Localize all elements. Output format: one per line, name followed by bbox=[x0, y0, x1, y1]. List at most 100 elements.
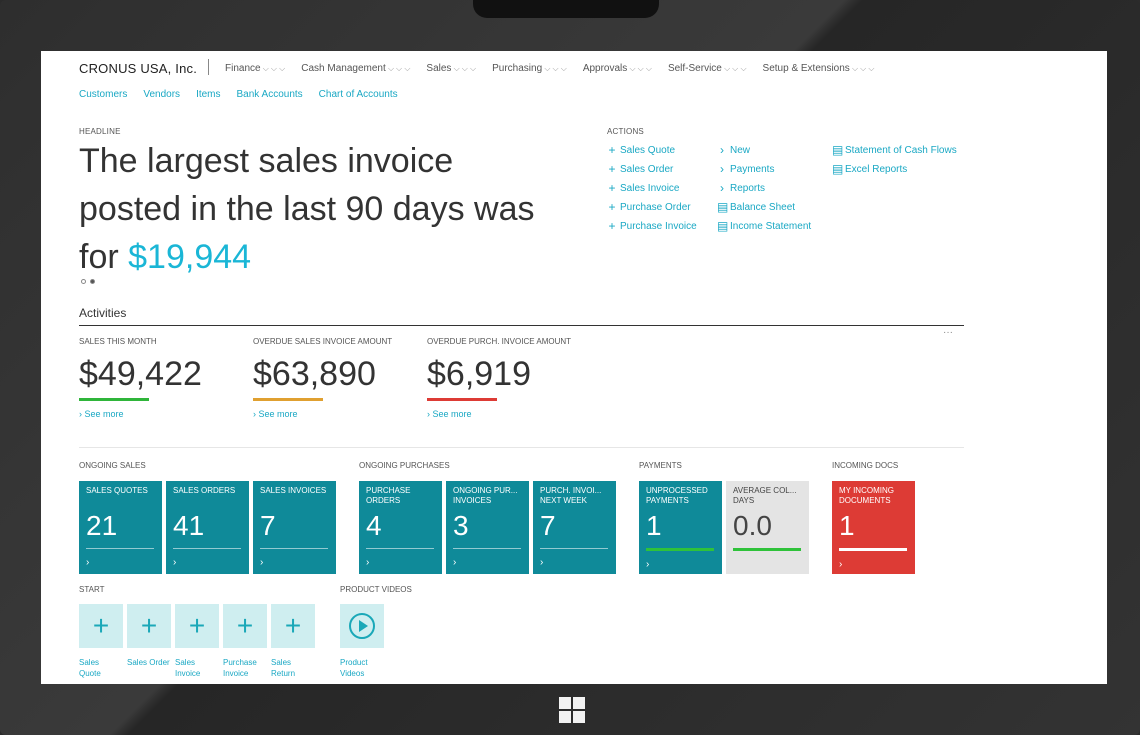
group-label-ongoing-purchases: ONGOING PURCHASES bbox=[359, 461, 450, 470]
see-more-label: See more bbox=[84, 409, 124, 419]
activities-divider bbox=[79, 325, 964, 326]
tile-my-incoming-documents[interactable]: MY INCOMING DOCUMENTS 1 › bbox=[832, 481, 915, 574]
plus-icon: + bbox=[608, 219, 616, 233]
kpi-status-bar bbox=[79, 398, 149, 401]
pager-dot-active[interactable] bbox=[90, 279, 95, 284]
action-sales-quote[interactable]: + Sales Quote bbox=[607, 144, 697, 156]
kpi-value[interactable]: $63,890 bbox=[253, 355, 376, 393]
plus-icon: + bbox=[140, 610, 158, 641]
plus-icon: + bbox=[92, 610, 110, 641]
start-caption[interactable]: Sales Order bbox=[127, 658, 170, 667]
chevron-right-icon: › bbox=[839, 559, 843, 570]
menu-approvals[interactable]: Approvals ⌵ bbox=[583, 63, 652, 74]
menu-cash-management[interactable]: Cash Management ⌵ bbox=[301, 63, 410, 74]
chevron-down-icon: ⌵ bbox=[638, 64, 652, 73]
kpi-caption: SALES THIS MONTH bbox=[79, 337, 157, 346]
see-more-link[interactable]: › See more bbox=[79, 409, 124, 419]
action-purchase-invoice[interactable]: + Purchase Invoice bbox=[607, 219, 696, 233]
tile-sales-orders[interactable]: SALES ORDERS 41 › bbox=[166, 481, 249, 574]
tile-ongoing-purchase-invoices[interactable]: ONGOING PUR... INVOICES 3 › bbox=[446, 481, 529, 574]
start-sales-quote[interactable]: + bbox=[79, 604, 123, 648]
chevron-down-icon: ⌵ bbox=[732, 64, 746, 73]
action-excel-reports[interactable]: ▤ Excel Reports bbox=[832, 163, 957, 175]
tile-caption: SALES QUOTES bbox=[86, 486, 148, 495]
report-icon: ▤ bbox=[717, 219, 729, 233]
start-sales-order[interactable]: + bbox=[127, 604, 171, 648]
group-label-incoming-docs: INCOMING DOCS bbox=[832, 461, 899, 470]
actions-column-nav: › New › Payments › Reports ▤ Balance Sheet ▤… bbox=[717, 144, 811, 232]
chevron-down-icon: ⌵ bbox=[271, 64, 285, 73]
start-sales-invoice[interactable]: + bbox=[175, 604, 219, 648]
tile-status-bar bbox=[646, 548, 714, 551]
tile-caption: UNPROCESSED PAYMENTS bbox=[646, 486, 708, 505]
start-sales-return[interactable]: + bbox=[271, 604, 315, 648]
videos-caption[interactable]: Product Videos bbox=[340, 658, 368, 678]
menu-self-service[interactable]: Self-Service ⌵ bbox=[668, 63, 747, 74]
plus-icon: + bbox=[284, 610, 302, 641]
kpi-value[interactable]: $49,422 bbox=[79, 355, 202, 393]
see-more-link[interactable]: › See more bbox=[427, 409, 472, 419]
windows-logo-icon[interactable] bbox=[559, 697, 585, 723]
tile-value: 4 bbox=[366, 510, 382, 541]
start-caption[interactable]: Sales Return bbox=[271, 658, 296, 678]
menu-sales[interactable]: Sales ⌵ bbox=[426, 63, 476, 74]
chevron-down-icon: ⌵ bbox=[396, 64, 410, 73]
tile-value: 1 bbox=[839, 510, 855, 541]
product-videos-tile[interactable] bbox=[340, 604, 384, 648]
action-label: Sales Order bbox=[620, 163, 674, 175]
tile-caption: MY INCOMING DOCUMENTS bbox=[839, 486, 894, 505]
start-caption[interactable]: Sales Quote bbox=[79, 658, 101, 678]
subnav-bank-accounts[interactable]: Bank Accounts bbox=[236, 89, 303, 100]
subnav-customers[interactable]: Customers bbox=[79, 89, 128, 100]
action-label: Sales Invoice bbox=[620, 182, 680, 194]
action-payments[interactable]: › Payments bbox=[717, 163, 811, 175]
see-more-link[interactable]: › See more bbox=[253, 409, 298, 419]
menu-setup-extensions[interactable]: Setup & Extensions ⌵ bbox=[763, 63, 875, 74]
action-reports[interactable]: › Reports bbox=[717, 182, 811, 194]
subnav-vendors[interactable]: Vendors bbox=[143, 89, 181, 100]
menu-label: Setup & Extensions bbox=[763, 63, 859, 74]
action-balance-sheet[interactable]: ▤ Balance Sheet bbox=[717, 201, 811, 213]
subnav-items[interactable]: Items bbox=[196, 89, 221, 100]
start-caption[interactable]: Purchase Invoice bbox=[223, 658, 257, 678]
tile-sales-invoices[interactable]: SALES INVOICES 7 › bbox=[253, 481, 336, 574]
action-statement-cash-flows[interactable]: ▤ Statement of Cash Flows bbox=[832, 144, 957, 156]
tile-value: 7 bbox=[540, 510, 556, 541]
tile-caption: SALES ORDERS bbox=[173, 486, 236, 495]
tile-purchase-orders[interactable]: PURCHASE ORDERS 4 › bbox=[359, 481, 442, 574]
tile-average-collection-days[interactable]: AVERAGE COL... DAYS 0.0 bbox=[726, 481, 809, 574]
tile-divider bbox=[453, 548, 521, 549]
menu-label: Finance bbox=[225, 63, 269, 74]
menu-finance[interactable]: Finance ⌵ bbox=[225, 63, 285, 74]
pager-dot[interactable] bbox=[81, 279, 86, 284]
headline-amount[interactable]: $19,944 bbox=[128, 238, 252, 276]
action-label: Statement of Cash Flows bbox=[845, 144, 957, 156]
action-sales-invoice[interactable]: + Sales Invoice bbox=[607, 182, 697, 194]
tile-caption: AVERAGE COL... DAYS bbox=[733, 486, 797, 505]
action-new[interactable]: › New bbox=[717, 144, 811, 156]
menu-purchasing[interactable]: Purchasing ⌵ bbox=[492, 63, 567, 74]
kpi-caption: OVERDUE PURCH. INVOICE AMOUNT bbox=[427, 337, 572, 346]
tile-value: 7 bbox=[260, 510, 276, 541]
tile-sales-quotes[interactable]: SALES QUOTES 21 › bbox=[79, 481, 162, 574]
action-label: Reports bbox=[730, 182, 766, 194]
headline-pager bbox=[81, 279, 95, 284]
chevron-right-icon: › bbox=[453, 557, 457, 568]
start-caption[interactable]: Sales Invoice bbox=[175, 658, 201, 678]
company-name[interactable]: CRONUS USA, Inc. bbox=[79, 61, 198, 76]
action-sales-order[interactable]: + Sales Order bbox=[607, 163, 697, 175]
start-purchase-invoice[interactable]: + bbox=[223, 604, 267, 648]
action-income-statement[interactable]: ▤ Income Statement bbox=[717, 220, 811, 232]
kpi-value[interactable]: $6,919 bbox=[427, 355, 531, 393]
subnav-chart-of-accounts[interactable]: Chart of Accounts bbox=[318, 89, 398, 100]
chevron-down-icon: ⌵ bbox=[462, 64, 476, 73]
action-label: Income Statement bbox=[730, 220, 812, 232]
tile-value: 0.0 bbox=[733, 510, 772, 541]
action-purchase-order[interactable]: + Purchase Order bbox=[607, 201, 697, 213]
tile-unprocessed-payments[interactable]: UNPROCESSED PAYMENTS 1 › bbox=[639, 481, 722, 574]
tile-purch-invoices-next-week[interactable]: PURCH. INVOI... NEXT WEEK 7 › bbox=[533, 481, 616, 574]
plus-icon: + bbox=[236, 610, 254, 641]
menu-label: Cash Management bbox=[301, 63, 394, 74]
more-options-icon[interactable]: ··· bbox=[943, 327, 953, 338]
